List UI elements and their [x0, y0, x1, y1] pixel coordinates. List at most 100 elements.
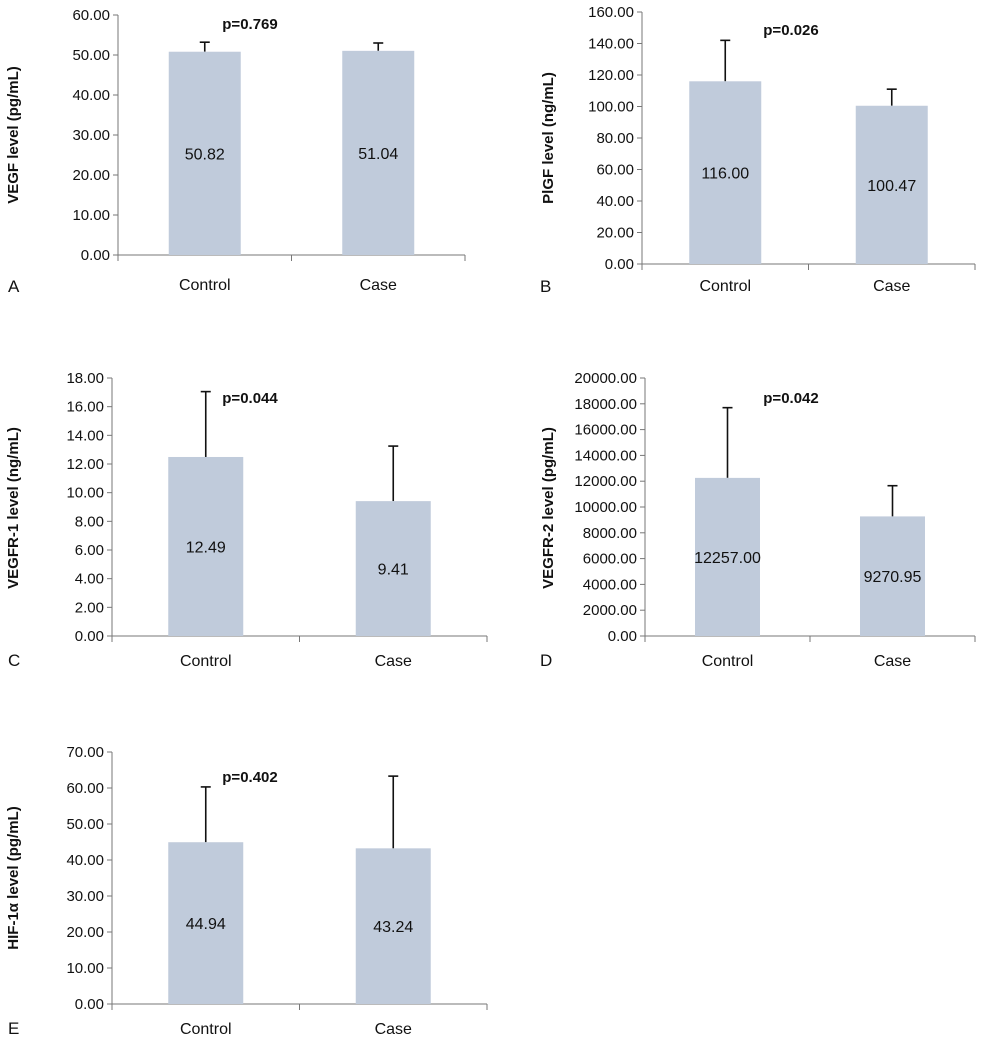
bar-case — [855, 105, 928, 264]
bar-case — [860, 516, 925, 636]
chart-panel-e: 0.00 10.00 20.00 30.00 40.00 50.00 60.00 70.00 4… — [0, 730, 500, 1045]
y-tick-label: 140.00 — [588, 36, 634, 53]
chart-panel-c: 0.00 2.00 4.00 6.00 8.00 10.00 12.00 14.00 16.00… — [0, 360, 500, 680]
y-tick-label: 0.00 — [608, 628, 637, 645]
bar-value-label: 116.00 — [701, 166, 749, 183]
bar-value-label: 9270.95 — [864, 569, 922, 586]
panel-label: A — [8, 277, 20, 296]
panel-label: E — [8, 1019, 19, 1038]
y-tick-label: 6.00 — [75, 542, 104, 559]
bar-chart-svg: 0.00 20.00 40.00 60.00 80.00 100.00 120.00 140.… — [540, 4, 976, 296]
bar-control — [168, 51, 241, 255]
chart-panel-a: 0.00 10.00 20.00 30.00 40.00 50.00 60.00 50.82 C… — [0, 0, 500, 310]
bar-control — [689, 81, 762, 264]
y-tick-label: 20.00 — [596, 225, 634, 242]
x-category-label: Control — [180, 653, 232, 670]
y-tick-label: 2.00 — [75, 599, 104, 616]
y-tick-label: 6000.00 — [583, 551, 637, 568]
x-category-label: Case — [375, 653, 412, 670]
y-tick-label: 14000.00 — [574, 447, 637, 464]
y-tick-label: 16.00 — [66, 399, 104, 416]
p-value-annotation: p=0.042 — [763, 390, 818, 407]
y-tick-label: 60.00 — [66, 780, 104, 797]
y-axis-title: VEGF level (pg/mL) — [5, 66, 22, 204]
y-tick-label: 18.00 — [66, 370, 104, 387]
y-tick-label: 70.00 — [66, 744, 104, 761]
y-tick-label: 60.00 — [72, 7, 110, 24]
bar-chart-svg: 0.00 2.00 4.00 6.00 8.00 10.00 12.00 14.00 16.00… — [5, 370, 488, 670]
x-category-label: Case — [360, 277, 397, 294]
y-tick-label: 8000.00 — [583, 525, 637, 542]
p-value-annotation: p=0.044 — [222, 390, 278, 407]
y-tick-label: 30.00 — [72, 127, 110, 144]
y-tick-label: 120.00 — [588, 67, 634, 84]
y-tick-label: 10.00 — [66, 485, 104, 502]
x-category-label: Control — [179, 277, 231, 294]
bar-value-label: 12257.00 — [694, 550, 761, 567]
y-tick-label: 100.00 — [588, 99, 634, 116]
y-tick-label: 0.00 — [81, 247, 110, 264]
y-tick-label: 60.00 — [596, 162, 634, 179]
bar-value-label: 12.49 — [186, 539, 226, 556]
bar-case — [355, 848, 431, 1004]
x-category-label: Control — [702, 653, 754, 670]
y-tick-label: 40.00 — [66, 852, 104, 869]
bar-value-label: 50.82 — [185, 146, 225, 163]
y-tick-label: 10.00 — [66, 960, 104, 977]
chart-panel-d: 0.00 2000.00 4000.00 6000.00 8000.00 10000.00… — [500, 360, 1000, 680]
x-category-label: Control — [180, 1021, 232, 1038]
p-value-annotation: p=0.026 — [763, 22, 818, 39]
bar-case — [342, 50, 415, 256]
bar-value-label: 9.41 — [378, 562, 409, 579]
y-axis-title: HIF-1α level (pg/mL) — [5, 806, 22, 949]
x-category-label: Case — [874, 653, 911, 670]
y-tick-label: 2000.00 — [583, 602, 637, 619]
x-category-label: Control — [699, 278, 751, 295]
bar-value-label: 51.04 — [358, 146, 398, 163]
panel-label: B — [540, 277, 551, 296]
bar-value-label: 100.47 — [867, 178, 916, 195]
panel-label: D — [540, 651, 552, 670]
chart-panel-b: 0.00 20.00 40.00 60.00 80.00 100.00 120.00 140.… — [500, 0, 1000, 310]
bar-value-label: 44.94 — [186, 916, 226, 933]
y-tick-label: 10.00 — [72, 207, 110, 224]
bar-chart-svg: 0.00 2000.00 4000.00 6000.00 8000.00 10000.00… — [540, 370, 976, 670]
p-value-annotation: p=0.402 — [222, 769, 277, 786]
y-axis-title: PlGF level (ng/mL) — [540, 72, 557, 204]
y-tick-label: 20.00 — [72, 167, 110, 184]
bar-chart-svg: 0.00 10.00 20.00 30.00 40.00 50.00 60.00 50.82 C… — [5, 7, 466, 296]
x-category-label: Case — [375, 1021, 412, 1038]
bar-control — [695, 477, 760, 636]
panel-label: C — [8, 651, 20, 670]
bar-case — [355, 501, 431, 636]
y-tick-label: 0.00 — [605, 256, 634, 273]
y-tick-label: 10000.00 — [574, 499, 637, 516]
y-tick-label: 18000.00 — [574, 396, 637, 413]
y-tick-label: 0.00 — [75, 996, 104, 1013]
y-tick-label: 40.00 — [596, 193, 634, 210]
y-axis-title: VEGFR-2 level (pg/mL) — [540, 427, 557, 589]
y-tick-label: 160.00 — [588, 4, 634, 21]
y-tick-label: 16000.00 — [574, 422, 637, 439]
y-tick-label: 40.00 — [72, 87, 110, 104]
y-tick-label: 14.00 — [66, 427, 104, 444]
y-tick-label: 12.00 — [66, 456, 104, 473]
bar-control — [168, 456, 244, 636]
bar-chart-svg: 0.00 10.00 20.00 30.00 40.00 50.00 60.00 70.00 4… — [5, 744, 488, 1038]
y-axis-title: VEGFR-1 level (ng/mL) — [5, 427, 22, 589]
y-tick-label: 20000.00 — [574, 370, 637, 387]
y-tick-label: 20.00 — [66, 924, 104, 941]
bar-value-label: 43.24 — [373, 919, 413, 936]
y-tick-label: 80.00 — [596, 130, 634, 147]
y-tick-label: 30.00 — [66, 888, 104, 905]
y-tick-label: 4000.00 — [583, 576, 637, 593]
y-tick-label: 8.00 — [75, 513, 104, 530]
y-tick-label: 0.00 — [75, 628, 104, 645]
y-tick-label: 50.00 — [66, 816, 104, 833]
y-tick-label: 4.00 — [75, 571, 104, 588]
y-tick-label: 12000.00 — [574, 473, 637, 490]
p-value-annotation: p=0.769 — [222, 16, 277, 33]
x-category-label: Case — [873, 278, 910, 295]
y-tick-label: 50.00 — [72, 47, 110, 64]
bar-control — [168, 842, 244, 1004]
